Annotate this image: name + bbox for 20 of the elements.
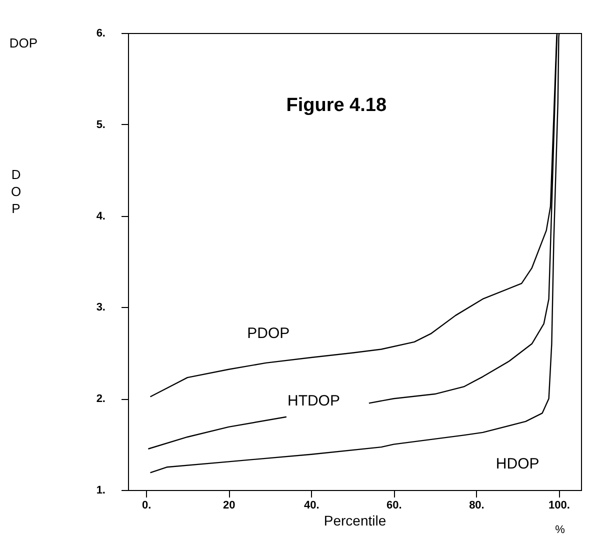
y-tick-label: 3. bbox=[96, 302, 106, 314]
x-tick-label: 0. bbox=[142, 500, 152, 512]
x-tick-label: 60. bbox=[386, 500, 402, 512]
x-tick-label: 100. bbox=[548, 500, 570, 512]
y-tick-label: 5. bbox=[96, 118, 106, 131]
y-tick-label: 6. bbox=[96, 28, 106, 40]
y-tick-label: 1. bbox=[96, 484, 106, 496]
x-tick-label: 20 bbox=[223, 500, 236, 512]
y-axis-title: DOP bbox=[9, 36, 38, 50]
y-tick-label: 4. bbox=[96, 210, 106, 222]
text: DOP bbox=[10, 167, 22, 216]
series-label: PDOP bbox=[247, 324, 290, 342]
x-tick-label: 80. bbox=[469, 500, 484, 512]
text: % bbox=[555, 524, 566, 536]
x-tick-label: 40. bbox=[304, 500, 320, 512]
series-label: HTDOP bbox=[287, 392, 340, 410]
series-label: HDOP bbox=[496, 455, 540, 472]
text: Figure 4.18 bbox=[286, 95, 387, 116]
y-tick-label: 2. bbox=[96, 393, 106, 406]
x-axis-title: Percentile bbox=[324, 512, 386, 528]
